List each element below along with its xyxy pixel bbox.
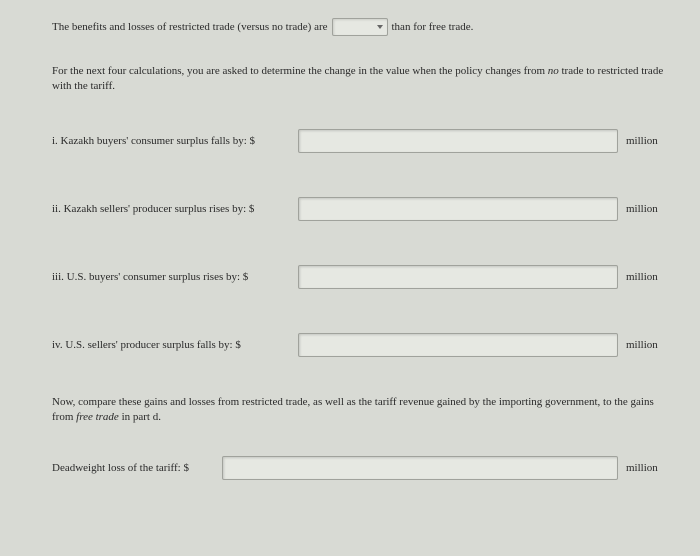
final-unit: million: [618, 462, 668, 474]
intro-statement: The benefits and losses of restricted tr…: [52, 18, 668, 36]
compare-emphasis: free trade: [76, 411, 119, 423]
instruction-text: For the next four calculations, you are …: [52, 64, 668, 95]
intro-text-after: than for free trade.: [392, 21, 474, 33]
intro-text-before: The benefits and losses of restricted tr…: [52, 21, 328, 33]
q1-input[interactable]: [298, 129, 618, 153]
q3-input[interactable]: [298, 265, 618, 289]
q1-label: i. Kazakh buyers' consumer surplus falls…: [52, 135, 298, 147]
q1-unit: million: [618, 135, 668, 147]
comparison-dropdown[interactable]: [332, 18, 388, 36]
deadweight-loss-row: Deadweight loss of the tariff: $ million: [52, 456, 668, 480]
question-1: i. Kazakh buyers' consumer surplus falls…: [52, 129, 668, 153]
q3-label: iii. U.S. buyers' consumer surplus rises…: [52, 271, 298, 283]
instruction-emphasis: no: [548, 65, 559, 77]
q3-unit: million: [618, 271, 668, 283]
q2-unit: million: [618, 203, 668, 215]
final-input[interactable]: [222, 456, 618, 480]
compare-part2: in part d.: [119, 411, 161, 423]
chevron-down-icon: [377, 25, 383, 29]
question-4: iv. U.S. sellers' producer surplus falls…: [52, 333, 668, 357]
q4-unit: million: [618, 339, 668, 351]
final-label: Deadweight loss of the tariff: $: [52, 462, 222, 474]
comparison-instruction: Now, compare these gains and losses from…: [52, 395, 668, 426]
question-3: iii. U.S. buyers' consumer surplus rises…: [52, 265, 668, 289]
question-2: ii. Kazakh sellers' producer surplus ris…: [52, 197, 668, 221]
q4-input[interactable]: [298, 333, 618, 357]
instruction-part1: For the next four calculations, you are …: [52, 65, 548, 77]
q4-label: iv. U.S. sellers' producer surplus falls…: [52, 339, 298, 351]
q2-label: ii. Kazakh sellers' producer surplus ris…: [52, 203, 298, 215]
q2-input[interactable]: [298, 197, 618, 221]
